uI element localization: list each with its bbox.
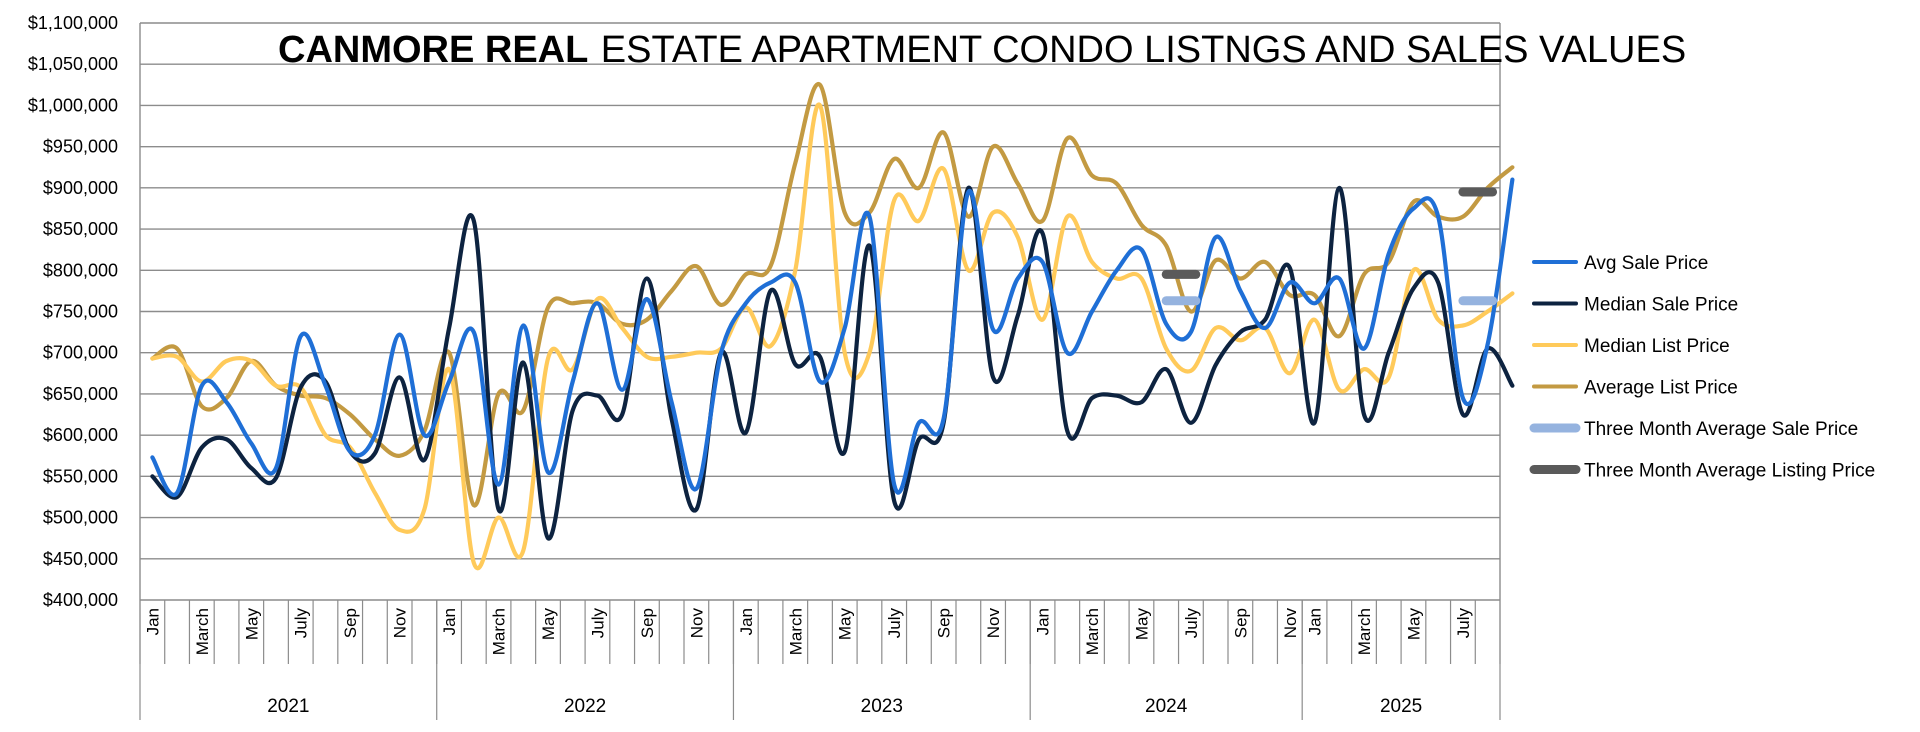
x-tick-label: Nov: [984, 608, 1003, 639]
x-tick-label: Sep: [341, 608, 360, 638]
y-tick-label: $750,000: [43, 302, 118, 322]
x-tick-label: Sep: [638, 608, 657, 638]
x-tick-label: Jan: [143, 608, 162, 635]
y-tick-label: $1,100,000: [28, 13, 118, 33]
y-tick-label: $700,000: [43, 343, 118, 363]
x-tick-label: Jan: [1306, 608, 1325, 635]
x-tick-label: May: [242, 608, 261, 641]
x-tick-label: July: [588, 608, 607, 639]
legend-label: Average List Price: [1584, 378, 1738, 399]
y-tick-label: $500,000: [43, 508, 118, 528]
chart-title: CANMORE REAL ESTATE APARTMENT CONDO LIST…: [278, 29, 1686, 71]
year-label: 2023: [861, 696, 903, 717]
legend-label: Median List Price: [1584, 336, 1730, 357]
x-tick-label: March: [490, 608, 509, 655]
chart-title-bold: CANMORE REAL: [278, 29, 588, 71]
series-line: [150, 177, 1515, 498]
y-axis-tick-labels: $400,000 $450,000 $500,000 $550,000 $600,000…: [28, 13, 118, 610]
year-label: 2024: [1145, 696, 1188, 717]
legend-label: Avg Sale Price: [1584, 253, 1708, 274]
y-tick-label: $850,000: [43, 219, 118, 239]
x-tick-label: Sep: [1231, 608, 1250, 638]
x-axis: Jan March May July Sep Nov Jan March May July Sep N…: [139, 600, 1501, 720]
legend-label: Median Sale Price: [1584, 295, 1738, 316]
x-tick-label: July: [1182, 608, 1201, 639]
x-tick-label: March: [193, 608, 212, 655]
x-tick-label: Jan: [737, 608, 756, 635]
y-tick-label: $900,000: [43, 178, 118, 198]
y-tick-label: $1,050,000: [28, 54, 118, 74]
series-lines: [150, 82, 1515, 571]
x-tick-label: July: [292, 608, 311, 639]
x-tick-label: March: [786, 608, 805, 655]
x-tick-label: Sep: [935, 608, 954, 638]
y-tick-label: $650,000: [43, 384, 118, 404]
x-tick-label: May: [836, 608, 855, 641]
x-tick-label: Jan: [440, 608, 459, 635]
series-line: [150, 185, 1515, 541]
y-tick-label: $800,000: [43, 260, 118, 280]
x-tick-label: May: [539, 608, 558, 641]
x-tick-label: Nov: [391, 608, 410, 639]
legend: Avg Sale Price Median Sale Price Median Li…: [1529, 253, 1875, 482]
legend-label: Three Month Average Sale Price: [1584, 419, 1858, 440]
x-tick-label: July: [885, 608, 904, 639]
series-line: [150, 82, 1515, 508]
x-tick-label: March: [1355, 608, 1374, 655]
series-line: [150, 102, 1515, 571]
y-tick-label: $450,000: [43, 549, 118, 569]
y-tick-label: $1,000,000: [28, 95, 118, 115]
x-tick-label: May: [1404, 608, 1423, 641]
x-tick-label: May: [1132, 608, 1151, 641]
y-tick-label: $950,000: [43, 137, 118, 157]
x-tick-label: Nov: [687, 608, 706, 639]
y-tick-label: $550,000: [43, 466, 118, 486]
x-tick-label: March: [1083, 608, 1102, 655]
y-tick-label: $600,000: [43, 425, 118, 445]
year-label: 2022: [564, 696, 606, 717]
x-tick-label: Jan: [1034, 608, 1053, 635]
year-label: 2025: [1380, 696, 1422, 717]
legend-label: Three Month Average Listing Price: [1584, 461, 1875, 482]
y-tick-label: $400,000: [43, 590, 118, 610]
year-label: 2021: [267, 696, 309, 717]
x-tick-label: July: [1454, 608, 1473, 639]
x-tick-label: Nov: [1281, 608, 1300, 639]
chart-title-rest: ESTATE APARTMENT CONDO LISTNGS AND SALES…: [601, 29, 1686, 71]
